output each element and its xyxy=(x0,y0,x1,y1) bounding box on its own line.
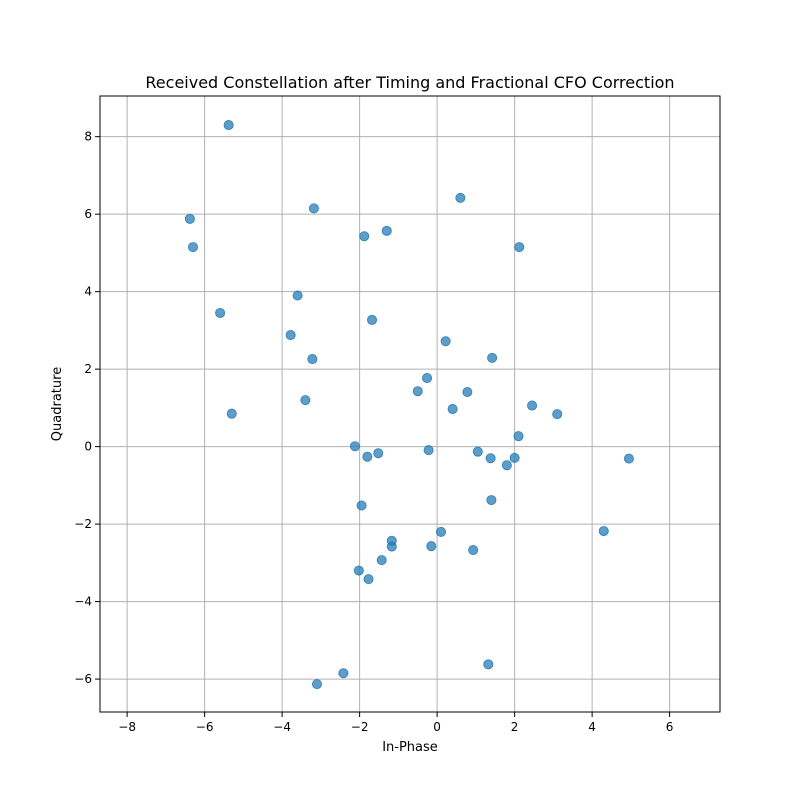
data-point xyxy=(462,386,473,397)
chart-title: Received Constellation after Timing and … xyxy=(145,73,674,92)
data-point xyxy=(373,448,384,459)
data-point xyxy=(349,441,360,452)
data-point xyxy=(359,231,370,242)
data-point xyxy=(422,373,433,384)
data-point xyxy=(311,679,322,690)
x-tick-label: −8 xyxy=(118,720,136,734)
data-point xyxy=(215,307,226,318)
data-point xyxy=(367,314,378,325)
data-point xyxy=(426,541,437,552)
data-point xyxy=(472,446,483,457)
data-point xyxy=(363,574,374,585)
data-point xyxy=(338,668,349,679)
data-point xyxy=(308,203,319,214)
x-tick-label: −6 xyxy=(196,720,214,734)
data-point xyxy=(423,445,434,456)
y-tick-label: 6 xyxy=(84,207,92,221)
data-point xyxy=(353,565,364,576)
x-axis-ticks: −8 −6 −4 −2 0 2 4 6 xyxy=(118,712,673,734)
y-tick-label: 8 xyxy=(84,130,92,144)
data-point xyxy=(435,526,446,537)
data-points xyxy=(184,120,634,690)
data-point xyxy=(468,545,479,556)
x-tick-label: 6 xyxy=(666,720,674,734)
data-point xyxy=(623,453,634,464)
x-axis-label: In-Phase xyxy=(382,740,438,755)
data-point xyxy=(376,555,387,566)
data-point xyxy=(509,452,520,463)
y-tick-label: −6 xyxy=(74,672,92,686)
data-point xyxy=(447,404,458,415)
data-point xyxy=(223,120,234,131)
y-axis-label: Quadrature xyxy=(50,367,65,441)
y-tick-label: 4 xyxy=(84,285,92,299)
data-point xyxy=(300,395,311,406)
data-point xyxy=(485,453,496,464)
data-point xyxy=(386,541,397,552)
data-point xyxy=(598,526,609,537)
x-tick-label: 2 xyxy=(511,720,519,734)
x-tick-label: 0 xyxy=(433,720,441,734)
data-point xyxy=(514,242,525,253)
y-tick-label: −2 xyxy=(74,517,92,531)
data-point xyxy=(307,354,318,365)
data-point xyxy=(552,409,563,420)
data-point xyxy=(440,336,451,347)
y-tick-label: −4 xyxy=(74,595,92,609)
data-point xyxy=(226,408,237,419)
data-point xyxy=(187,242,198,253)
data-point xyxy=(501,460,512,471)
plot-frame xyxy=(99,95,721,713)
data-point xyxy=(292,290,303,301)
x-tick-label: −4 xyxy=(273,720,291,734)
y-tick-label: 0 xyxy=(84,440,92,454)
data-point xyxy=(356,500,367,511)
data-point xyxy=(184,213,195,224)
data-point xyxy=(412,386,423,397)
x-tick-label: 4 xyxy=(588,720,596,734)
data-point xyxy=(527,400,538,411)
data-point xyxy=(362,451,373,462)
grid xyxy=(100,96,720,712)
y-tick-label: 2 xyxy=(84,362,92,376)
data-point xyxy=(381,225,392,236)
data-point xyxy=(487,352,498,363)
x-tick-label: −2 xyxy=(351,720,369,734)
y-axis-ticks: −6 −4 −2 0 2 4 6 8 xyxy=(74,130,100,686)
data-point xyxy=(483,659,494,670)
data-point xyxy=(513,431,524,442)
data-point xyxy=(455,192,466,203)
data-point xyxy=(285,330,296,341)
data-point xyxy=(486,495,497,506)
